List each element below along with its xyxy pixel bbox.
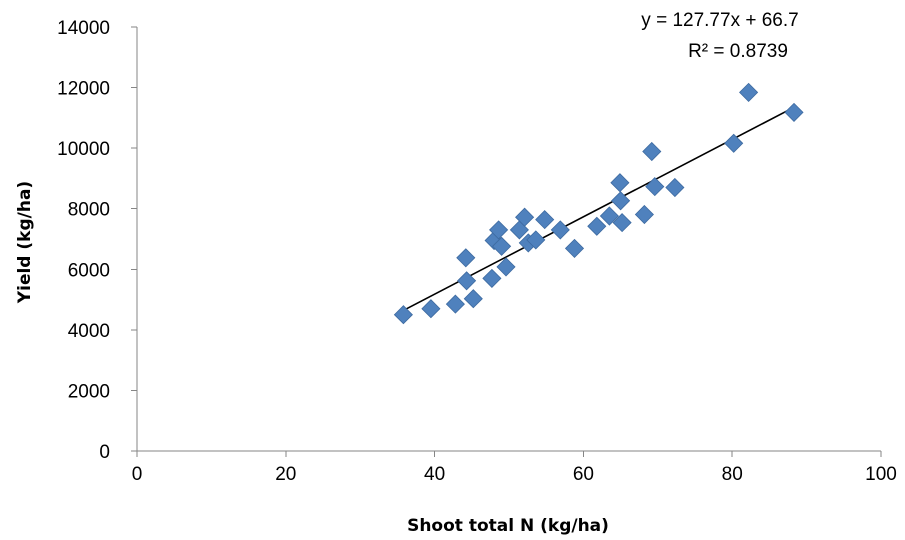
x-tick-label: 40 [424,464,445,485]
data-point [612,213,632,233]
data-point [535,210,555,230]
data-point [550,220,570,240]
y-tick-label: 10000 [57,139,110,160]
x-tick-label: 60 [573,464,594,485]
data-point [515,207,535,227]
data-point [665,177,685,198]
trendline-equation: y = 127.77x + 66.7 [641,10,798,31]
data-point [564,238,585,258]
plot-area: 0 20 40 60 80 100 0 2000 4000 6000 8000 10000 12000… [57,18,897,485]
data-point [496,257,516,277]
data-point [642,141,662,162]
data-point [457,271,477,291]
x-tick-label: 20 [275,464,296,485]
y-tick-label: 8000 [68,200,110,221]
data-point [724,133,744,153]
data-point [445,294,465,314]
x-axis-ticks: 0 20 40 60 80 100 [132,451,897,485]
data-point [482,268,502,288]
y-axis-title: Yield (kg/ha) [15,181,35,304]
x-axis-title: Shoot total N (kg/ha) [407,516,609,536]
data-point [739,82,759,102]
r-squared-label: R² = 0.8739 [688,41,788,62]
data-point [645,177,665,197]
y-tick-label: 2000 [68,381,110,402]
data-point [393,305,413,325]
data-point [610,173,630,193]
data-point [456,248,476,268]
y-tick-label: 0 [99,442,110,463]
data-points [393,82,804,325]
data-point [421,299,441,319]
data-point [634,204,654,225]
y-tick-label: 6000 [68,260,110,281]
y-tick-label: 14000 [57,18,110,39]
data-point [587,216,607,236]
x-tick-label: 80 [722,464,743,485]
x-tick-label: 100 [865,464,897,485]
y-tick-label: 4000 [68,321,110,342]
data-point [492,236,512,256]
data-point [489,220,509,240]
x-tick-label: 0 [132,464,143,485]
data-point [611,191,631,211]
y-tick-label: 12000 [57,79,110,100]
data-point [599,206,619,226]
data-point [784,102,804,122]
data-point [463,289,483,309]
data-point [526,230,546,250]
y-axis-ticks: 0 2000 4000 6000 8000 10000 12000 14000 [57,18,137,463]
